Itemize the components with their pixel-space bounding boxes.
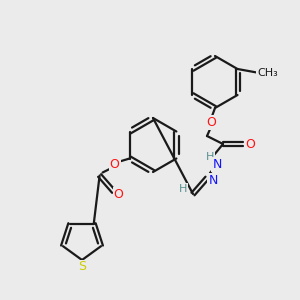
Text: H: H: [206, 152, 214, 162]
Text: N: N: [212, 158, 222, 170]
Text: O: O: [245, 137, 255, 151]
Text: H: H: [179, 184, 187, 194]
Text: CH₃: CH₃: [257, 68, 278, 78]
Text: N: N: [208, 173, 218, 187]
Text: O: O: [206, 116, 216, 128]
Text: O: O: [114, 188, 124, 201]
Text: O: O: [110, 158, 120, 171]
Text: S: S: [78, 260, 86, 274]
